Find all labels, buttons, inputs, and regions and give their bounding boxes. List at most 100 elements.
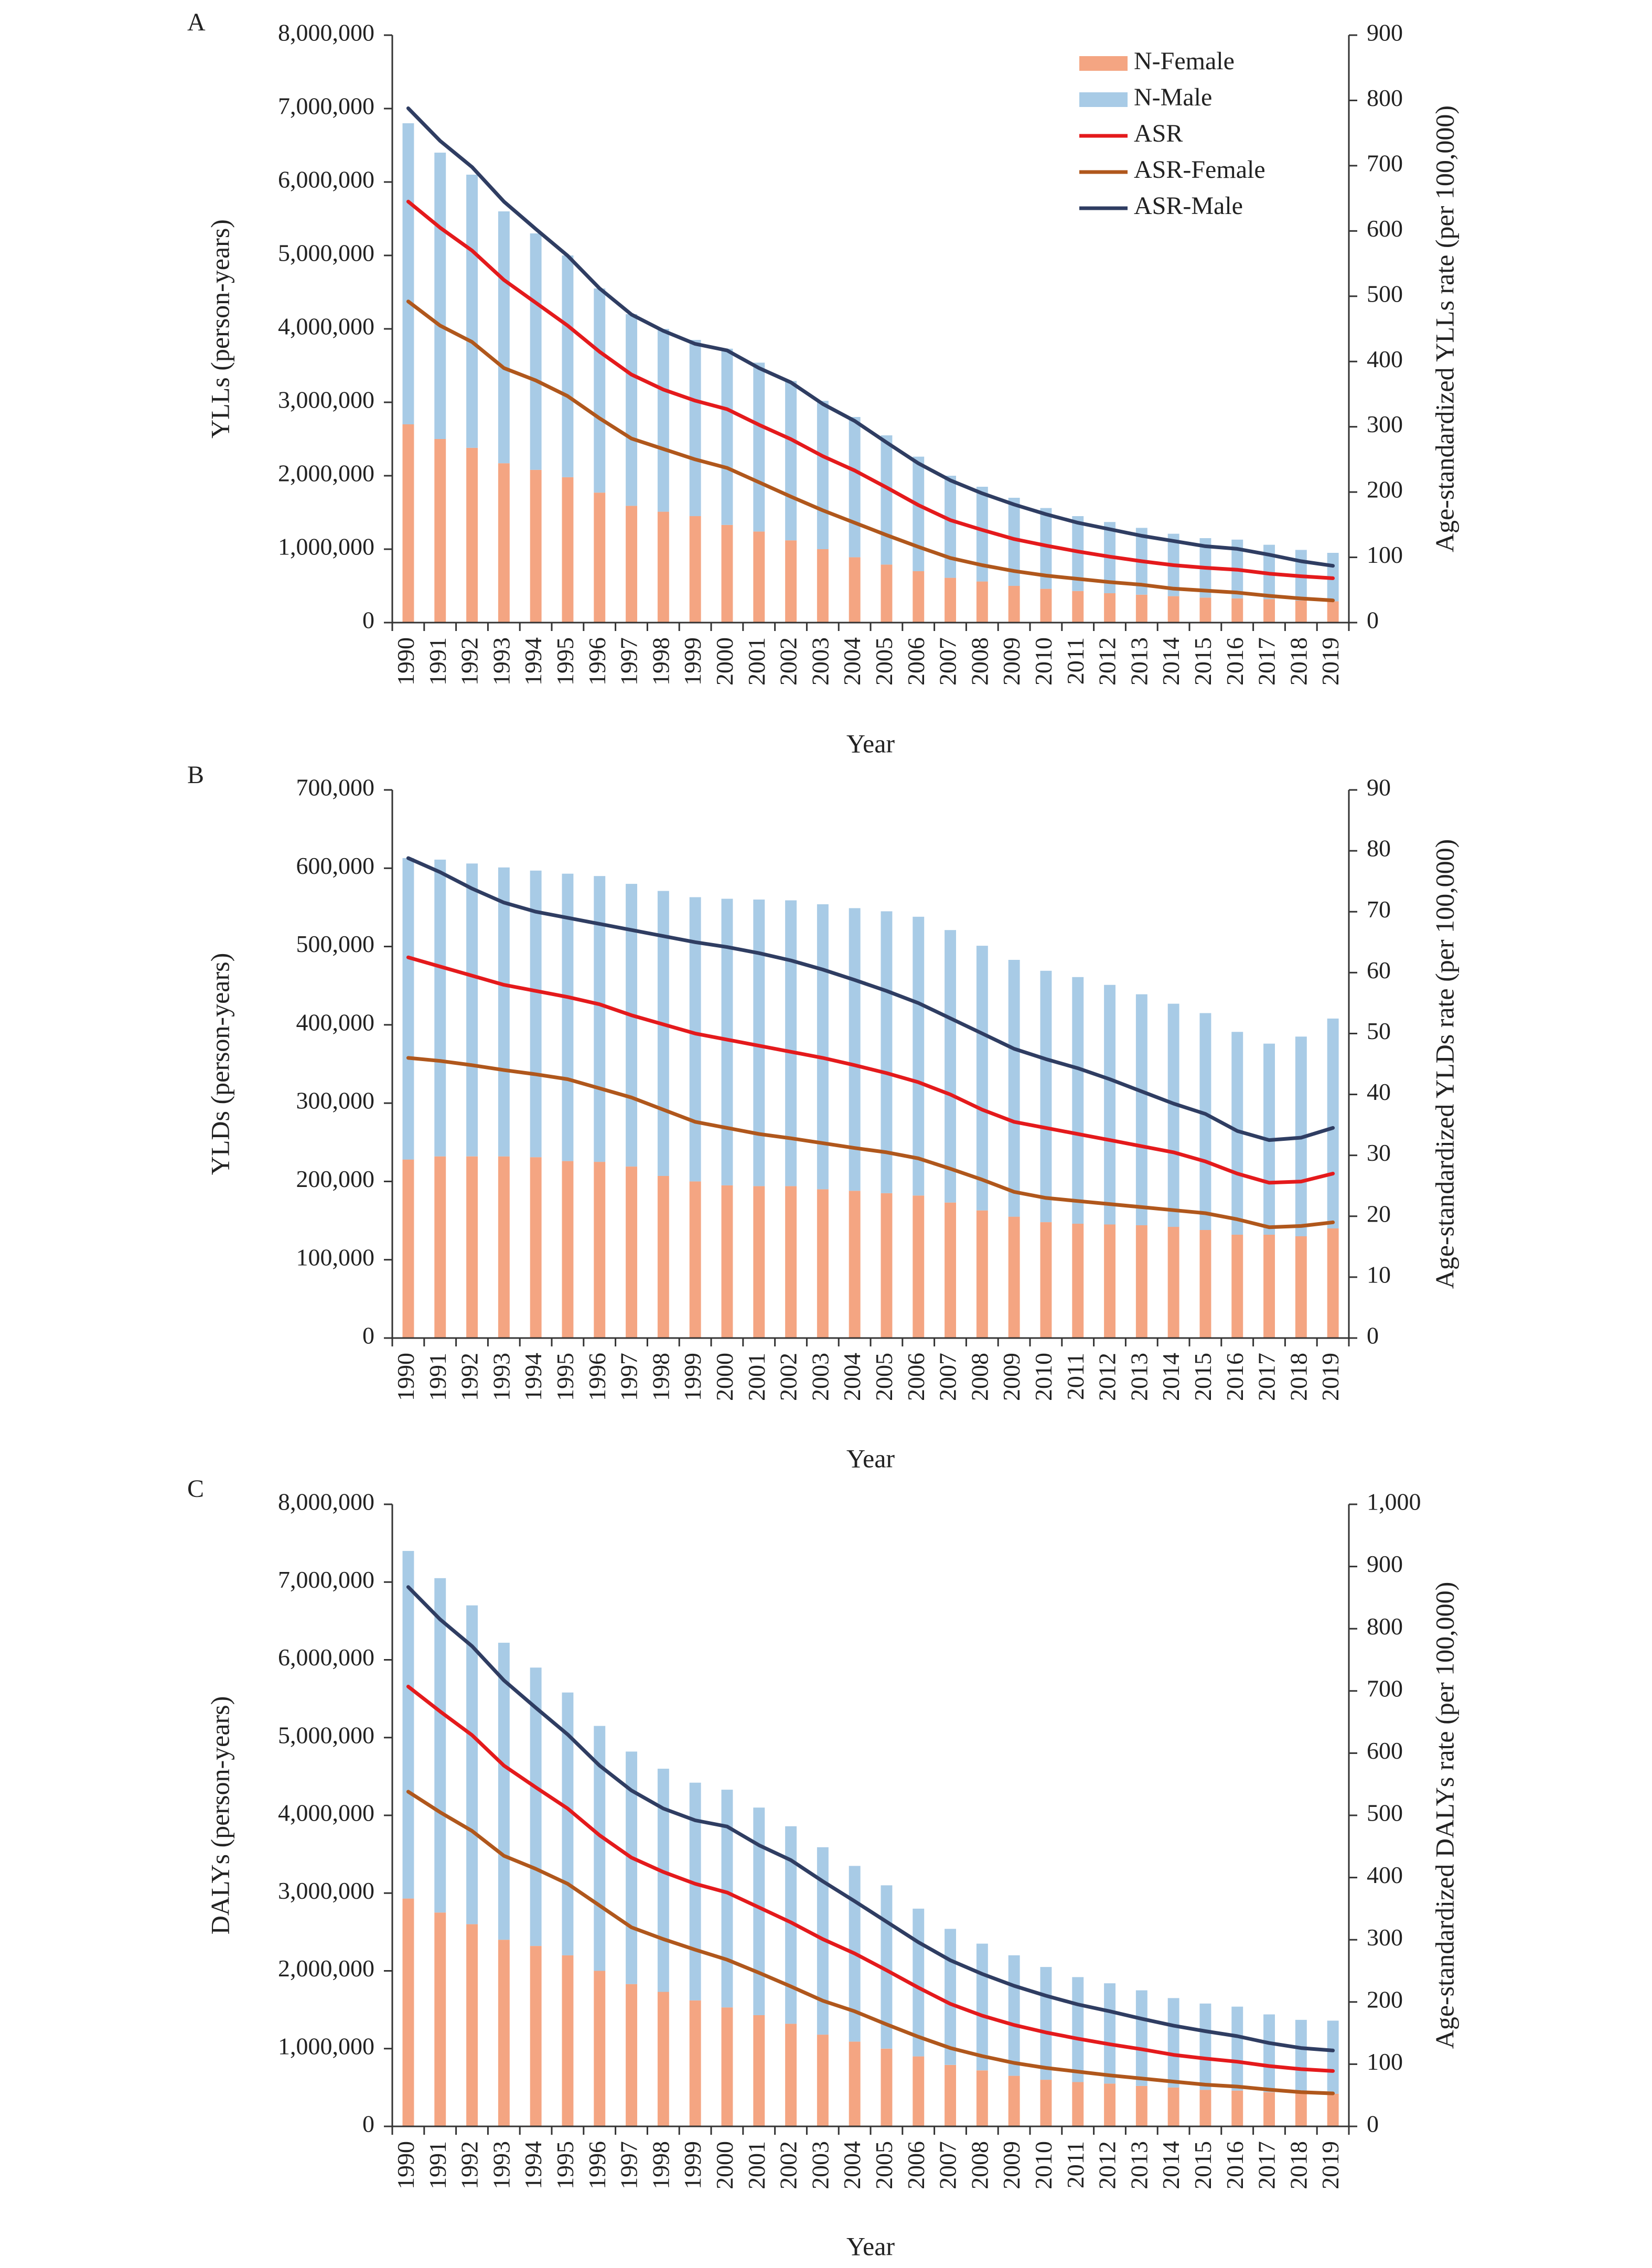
x-tick-label: 2006 xyxy=(903,2141,929,2189)
bar-n-female-2016 xyxy=(1231,1234,1243,1338)
x-tick-label: 2016 xyxy=(1221,637,1248,686)
bar-n-male-2004 xyxy=(849,417,861,558)
bar-n-male-2019 xyxy=(1327,1018,1339,1228)
bar-n-female-1995 xyxy=(562,1161,574,1338)
bar-n-female-2003 xyxy=(817,549,829,623)
bar-n-female-1993 xyxy=(498,1156,510,1338)
bar-n-male-2010 xyxy=(1040,508,1052,589)
bar-n-female-2007 xyxy=(945,2064,956,2126)
x-tick-label: 2010 xyxy=(1030,637,1057,686)
y-tick-label: 4,000,000 xyxy=(278,1800,374,1826)
y2-tick-label: 700 xyxy=(1367,149,1403,176)
bar-n-male-2006 xyxy=(913,456,925,571)
x-tick-label: 2014 xyxy=(1157,2141,1184,2189)
bar-n-male-2003 xyxy=(817,904,829,1190)
y2-tick-label: 20 xyxy=(1367,1200,1391,1227)
x-tick-label: 2018 xyxy=(1285,2141,1312,2189)
x-tick-label: 2017 xyxy=(1253,1353,1280,1401)
bar-n-female-2002 xyxy=(785,2024,797,2126)
bar-n-female-2008 xyxy=(976,1210,988,1338)
x-tick-label: 2013 xyxy=(1125,1353,1152,1401)
x-tick-label: 1990 xyxy=(392,637,419,686)
bar-n-female-1994 xyxy=(530,469,542,623)
x-tick-label: 2006 xyxy=(903,1353,929,1401)
bar-n-female-2007 xyxy=(945,1202,956,1338)
bar-n-female-2002 xyxy=(785,540,797,623)
y-tick-label: 2,000,000 xyxy=(278,1955,374,1982)
bar-n-female-1991 xyxy=(434,1912,446,2126)
bar-n-female-2017 xyxy=(1263,599,1275,623)
bar-n-female-1998 xyxy=(657,1992,669,2126)
bar-n-male-1998 xyxy=(657,891,669,1176)
y2-tick-label: 0 xyxy=(1367,1322,1379,1349)
bar-n-male-2008 xyxy=(976,1943,988,2071)
x-axis-title: Year xyxy=(846,729,895,758)
bar-n-male-1993 xyxy=(498,1642,510,1940)
bar-n-female-2005 xyxy=(881,564,893,623)
x-tick-label: 2001 xyxy=(743,1353,770,1401)
y2-tick-label: 200 xyxy=(1367,476,1403,503)
panel-label: C xyxy=(187,1475,204,1503)
bar-n-female-1990 xyxy=(402,1898,414,2126)
bar-n-male-2003 xyxy=(817,401,829,549)
bars xyxy=(402,1550,1339,2127)
line-asr-male xyxy=(406,1585,1335,2052)
panel-label: A xyxy=(187,8,206,36)
bar-n-female-1990 xyxy=(402,1159,414,1338)
line-asr-female xyxy=(406,1790,1335,2095)
y-tick-label: 7,000,000 xyxy=(278,93,374,120)
bar-n-female-2005 xyxy=(881,1193,893,1338)
x-tick-label: 2005 xyxy=(871,1353,897,1401)
bar-n-male-2013 xyxy=(1135,994,1147,1225)
y2-tick-label: 1,000 xyxy=(1367,1489,1421,1515)
bar-n-female-2004 xyxy=(849,557,861,623)
bar-n-female-2011 xyxy=(1072,1224,1084,1338)
bar-n-male-2001 xyxy=(753,362,765,532)
x-tick-label: 2003 xyxy=(807,2141,833,2189)
bar-n-male-2009 xyxy=(1008,1955,1020,2076)
x-tick-label: 1997 xyxy=(616,637,642,686)
y-tick-label: 200,000 xyxy=(296,1165,375,1192)
bar-n-male-2008 xyxy=(976,487,988,582)
bar-n-male-1999 xyxy=(689,897,701,1182)
x-tick-label: 2019 xyxy=(1317,2141,1344,2189)
bar-n-male-2002 xyxy=(785,1826,797,2024)
legend-label: N-Male xyxy=(1134,83,1212,111)
bar-n-female-2010 xyxy=(1040,1222,1052,1338)
y-tick-label: 8,000,000 xyxy=(278,1489,374,1515)
line-asr-female xyxy=(406,299,1335,603)
y-tick-label: 2,000,000 xyxy=(278,460,374,487)
bar-n-female-2018 xyxy=(1295,1236,1307,1338)
bar-n-male-1999 xyxy=(689,1782,701,2000)
y2-tick-label: 800 xyxy=(1367,1613,1403,1640)
bar-n-female-1994 xyxy=(530,1946,542,2126)
x-tick-label: 1991 xyxy=(424,1353,451,1401)
bar-n-female-1993 xyxy=(498,463,510,623)
bar-n-female-2019 xyxy=(1327,2093,1339,2126)
bar-n-female-2013 xyxy=(1135,2085,1147,2126)
panel-label: B xyxy=(187,761,204,789)
bar-n-female-2006 xyxy=(913,2056,925,2126)
bar-n-female-2014 xyxy=(1167,596,1179,623)
bar-n-female-1991 xyxy=(434,439,446,623)
x-tick-label: 1994 xyxy=(520,1353,546,1401)
line-asr-male xyxy=(406,106,1335,568)
x-tick-label: 1997 xyxy=(616,2141,642,2189)
x-tick-label: 2000 xyxy=(711,2141,738,2189)
bar-n-male-1999 xyxy=(689,340,701,516)
bar-n-female-1995 xyxy=(562,477,574,623)
bar-n-male-2016 xyxy=(1231,2006,1243,2091)
bar-n-female-2001 xyxy=(753,531,765,623)
bar-n-male-1991 xyxy=(434,1578,446,1913)
line-asr-male xyxy=(406,856,1335,1142)
bar-n-female-1996 xyxy=(594,1162,606,1338)
bar-n-male-1998 xyxy=(657,1769,669,1992)
x-tick-label: 2011 xyxy=(1062,2141,1089,2188)
bar-n-male-2005 xyxy=(881,1885,893,2049)
y-tick-label: 1,000,000 xyxy=(278,533,374,560)
y2-tick-label: 70 xyxy=(1367,896,1391,923)
bar-n-male-1998 xyxy=(657,329,669,512)
bar-n-male-2008 xyxy=(976,946,988,1211)
x-tick-label: 2012 xyxy=(1094,1353,1121,1401)
bar-n-female-2009 xyxy=(1008,2076,1020,2126)
